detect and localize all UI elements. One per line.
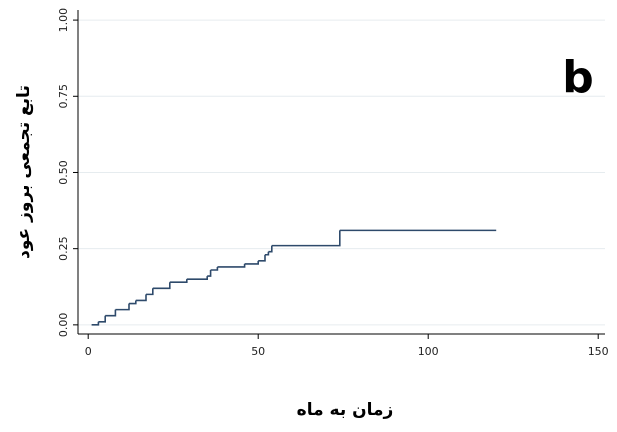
x-axis-label: زمان به ماه xyxy=(297,400,394,420)
step-segment xyxy=(115,303,130,311)
step-segment xyxy=(217,263,246,268)
step-segment xyxy=(152,282,171,290)
y-tick-label: 0.75 xyxy=(57,84,70,109)
y-tick-label: 0.50 xyxy=(57,160,70,185)
y-axis-label: تابع تجمعی بروز عود xyxy=(14,85,34,259)
step-segment xyxy=(258,254,266,262)
step-segment xyxy=(135,294,147,302)
x-tick-label: 0 xyxy=(85,345,92,358)
step-segment xyxy=(146,288,154,296)
x-tick-label: 150 xyxy=(588,345,609,358)
step-segment xyxy=(207,270,212,277)
step-segment xyxy=(129,300,137,305)
step-segment xyxy=(186,276,208,280)
x-tick-label: 50 xyxy=(251,345,265,358)
step-segment xyxy=(169,279,188,283)
x-tick-label: 100 xyxy=(418,345,439,358)
step-segment xyxy=(98,315,106,323)
step-segment xyxy=(210,266,219,271)
annotation: b xyxy=(562,52,594,103)
y-tick-label: 1.00 xyxy=(57,8,70,33)
step-segment xyxy=(105,309,117,317)
step-segment xyxy=(265,251,270,256)
y-tick-label: 0.00 xyxy=(57,313,70,338)
step-segment xyxy=(268,245,273,253)
step-segment xyxy=(91,321,100,326)
step-segment xyxy=(271,230,341,247)
step-segment xyxy=(244,260,259,265)
y-tick-label: 0.25 xyxy=(57,236,70,261)
